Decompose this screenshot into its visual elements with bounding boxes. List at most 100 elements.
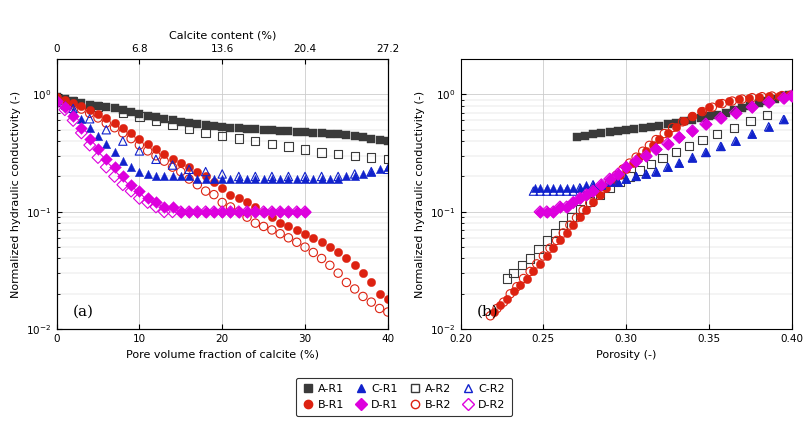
Point — [124, 181, 137, 188]
Point — [249, 176, 262, 182]
Point — [782, 92, 795, 99]
Point — [199, 173, 212, 180]
Point — [183, 166, 196, 173]
Point — [553, 188, 566, 195]
Point — [265, 141, 278, 147]
Point — [175, 160, 187, 166]
Point — [762, 123, 775, 130]
Point — [736, 96, 749, 103]
Point — [257, 208, 270, 215]
Point — [587, 199, 600, 206]
Point — [595, 181, 608, 188]
Point — [83, 142, 96, 149]
Point — [149, 199, 162, 206]
Point — [307, 235, 320, 241]
Point — [149, 173, 162, 180]
Point — [166, 122, 179, 128]
Point — [541, 253, 553, 260]
Point — [600, 185, 612, 192]
Point — [628, 125, 641, 132]
Point — [91, 103, 104, 110]
Point — [340, 132, 353, 138]
Point — [612, 127, 625, 134]
Point — [777, 95, 790, 101]
Point — [686, 113, 699, 120]
Point — [315, 149, 328, 156]
Point — [504, 290, 517, 297]
Point — [233, 208, 246, 215]
Legend: A-R1, B-R1, C-R1, D-R1, A-R2, B-R2, C-R2, D-R2: A-R1, B-R1, C-R1, D-R1, A-R2, B-R2, C-R2… — [296, 378, 512, 417]
Point — [299, 230, 312, 237]
Point — [299, 208, 312, 215]
Point — [574, 214, 587, 221]
Point — [762, 123, 775, 130]
Point — [208, 208, 221, 215]
Point — [494, 302, 507, 308]
Point — [727, 124, 740, 131]
Point — [686, 154, 699, 161]
Point — [706, 104, 719, 111]
Point — [620, 165, 633, 172]
Point — [108, 149, 121, 156]
Point — [307, 130, 320, 136]
Point — [722, 97, 735, 104]
Point — [623, 160, 636, 166]
Point — [699, 121, 712, 127]
Point — [755, 93, 768, 100]
Point — [348, 170, 361, 177]
Point — [574, 206, 587, 213]
Point — [579, 133, 591, 140]
Point — [58, 95, 71, 102]
Point — [315, 176, 328, 182]
Point — [91, 103, 104, 109]
Point — [224, 176, 237, 182]
Point — [50, 99, 63, 106]
Point — [533, 188, 546, 195]
Point — [777, 95, 790, 101]
Point — [116, 130, 129, 136]
Point — [141, 112, 154, 119]
Point — [116, 138, 129, 144]
Point — [640, 152, 653, 159]
Point — [547, 184, 560, 191]
Point — [629, 158, 642, 165]
Point — [149, 117, 162, 124]
Point — [533, 184, 546, 191]
Point — [603, 179, 616, 186]
Point — [785, 92, 798, 99]
Point — [577, 207, 590, 214]
Point — [50, 97, 63, 104]
Point — [661, 130, 674, 136]
Point — [533, 208, 546, 215]
Point — [537, 253, 549, 260]
Point — [83, 115, 96, 122]
Point — [100, 141, 113, 147]
Point — [699, 149, 712, 156]
Point — [124, 108, 137, 115]
Point — [315, 239, 328, 246]
Point — [557, 230, 570, 236]
Point — [566, 184, 579, 191]
Point — [373, 290, 386, 297]
Point — [574, 195, 587, 202]
Point — [365, 154, 378, 161]
Point — [50, 97, 63, 104]
Point — [669, 148, 682, 155]
Point — [199, 208, 212, 215]
Point — [274, 127, 287, 134]
Y-axis label: Normalized hydraulic conductivity (-): Normalized hydraulic conductivity (-) — [415, 91, 425, 298]
Point — [661, 164, 674, 170]
Point — [640, 152, 653, 159]
Point — [373, 166, 386, 173]
Point — [75, 130, 88, 136]
Point — [216, 184, 229, 191]
Point — [133, 188, 145, 195]
Point — [777, 115, 790, 122]
Point — [75, 124, 88, 131]
Point — [249, 138, 262, 144]
Point — [694, 108, 707, 114]
Point — [108, 173, 121, 180]
Point — [580, 191, 593, 198]
Point — [75, 99, 88, 106]
Point — [694, 115, 707, 122]
